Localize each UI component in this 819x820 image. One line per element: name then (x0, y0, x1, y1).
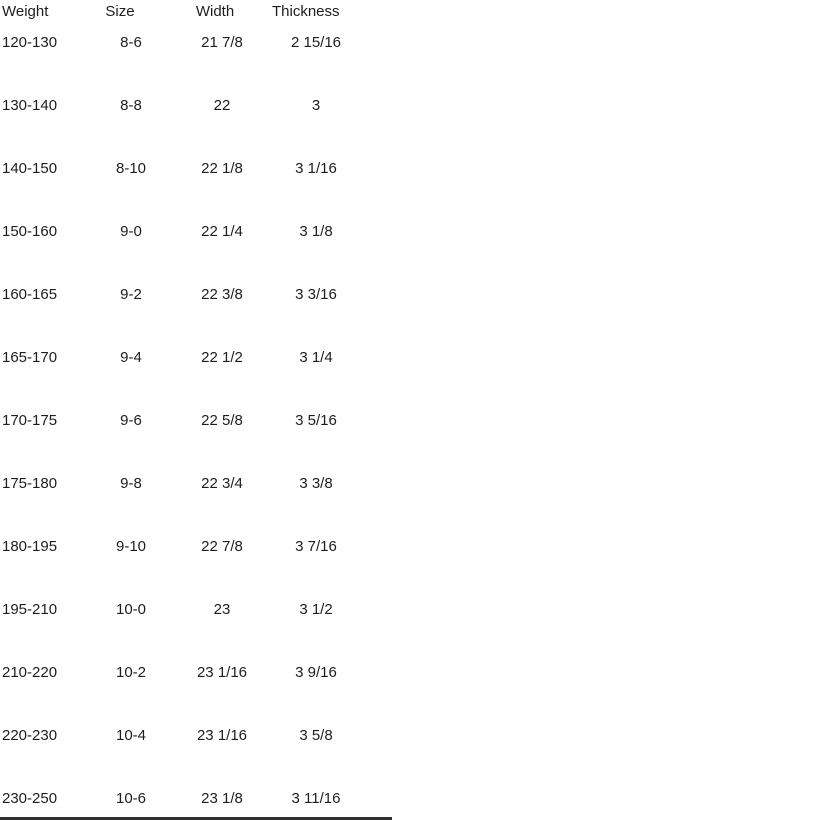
table-bottom-border (0, 817, 392, 820)
table-cell: 8-6 (120, 34, 142, 51)
table-cell: 3 (311, 97, 321, 114)
table-cell: 175-180 (2, 475, 58, 492)
table-cell: 3 5/16 (295, 412, 337, 429)
table-cell: 3 11/16 (291, 790, 341, 807)
table-cell: 22 1/8 (201, 160, 243, 177)
table-cell: 8-10 (115, 160, 147, 177)
table-cell: 22 1/4 (201, 223, 243, 240)
column-header-weight: Weight (2, 3, 49, 20)
table-cell: 23 1/8 (201, 790, 243, 807)
table-cell: 9-8 (120, 475, 142, 492)
table-cell: 160-165 (2, 286, 58, 303)
table-cell: 3 1/8 (299, 223, 333, 240)
table-cell: 23 (213, 601, 231, 618)
table-cell: 140-150 (2, 160, 58, 177)
table-cell: 10-4 (115, 727, 147, 744)
table-cell: 210-220 (2, 664, 58, 681)
table-cell: 21 7/8 (201, 34, 243, 51)
column-header-width: Width (195, 3, 235, 20)
table-cell: 3 1/2 (299, 601, 333, 618)
table-cell: 220-230 (2, 727, 58, 744)
table-cell: 8-8 (120, 97, 142, 114)
table-cell: 3 3/8 (299, 475, 333, 492)
table-cell: 195-210 (2, 601, 58, 618)
table-cell: 3 3/16 (295, 286, 337, 303)
table-cell: 9-4 (120, 349, 142, 366)
table-cell: 22 (213, 97, 231, 114)
table-cell: 120-130 (2, 34, 58, 51)
table-cell: 22 7/8 (201, 538, 243, 555)
table-cell: 9-6 (120, 412, 142, 429)
column-header-thickness: Thickness (272, 3, 340, 20)
table-cell: 9-10 (115, 538, 147, 555)
table-cell: 230-250 (2, 790, 58, 807)
table-cell: 22 5/8 (201, 412, 243, 429)
table-cell: 10-2 (115, 664, 147, 681)
table-cell: 3 7/16 (295, 538, 337, 555)
table-cell: 150-160 (2, 223, 58, 240)
table-cell: 9-0 (120, 223, 142, 240)
table-cell: 3 9/16 (295, 664, 337, 681)
table-cell: 23 1/16 (196, 664, 248, 681)
table-cell: 23 1/16 (196, 727, 248, 744)
table-cell: 22 3/8 (201, 286, 243, 303)
table-cell: 10-6 (115, 790, 147, 807)
table-cell: 9-2 (120, 286, 142, 303)
table-cell: 22 3/4 (201, 475, 243, 492)
table-cell: 170-175 (2, 412, 58, 429)
column-header-size: Size (105, 3, 135, 20)
table-cell: 130-140 (2, 97, 58, 114)
size-chart-table: Weight Size Width Thickness 120-130 8-6 21 7/8… (0, 4, 360, 820)
table-cell: 22 1/2 (201, 349, 243, 366)
table-cell: 180-195 (2, 538, 58, 555)
table-cell: 3 5/8 (299, 727, 333, 744)
table-cell: 3 1/16 (295, 160, 337, 177)
table-cell: 165-170 (2, 349, 58, 366)
table-cell: 10-0 (115, 601, 147, 618)
table-cell: 3 1/4 (299, 349, 333, 366)
table-cell: 2 15/16 (290, 34, 342, 51)
